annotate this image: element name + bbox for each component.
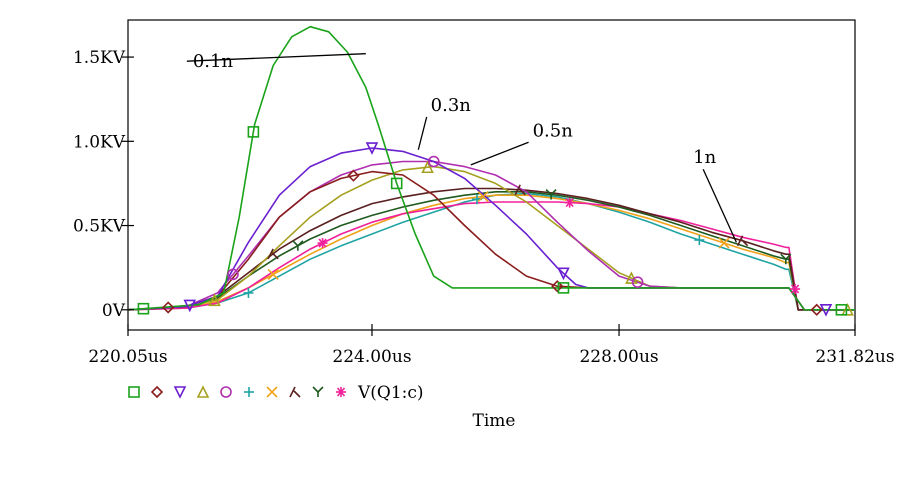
annotation-leader — [702, 168, 737, 243]
series-marker-x — [477, 190, 489, 203]
legend-marker-lambda — [289, 386, 301, 398]
series-marker-triangle-down — [819, 303, 833, 317]
x-tick-label: 231.82us — [815, 347, 894, 367]
x-tick-label: 228.00us — [579, 347, 658, 367]
y-tick-label: 1.5KV — [73, 48, 126, 68]
annotation-leader — [417, 116, 428, 150]
y-tick-label: 0.5KV — [73, 217, 126, 237]
annotation-label: 0.1n — [193, 51, 234, 72]
series-line-lambda — [127, 187, 855, 311]
series-marker-y — [292, 240, 304, 251]
legend-label: V(Q1:c) — [357, 383, 424, 403]
series-marker-y — [780, 253, 792, 265]
legend-marker-triangle-down — [173, 386, 187, 399]
series-marker-square — [247, 126, 260, 138]
plot-frame — [127, 19, 856, 331]
series-marker-x — [267, 268, 279, 280]
legend-marker-plus — [244, 387, 254, 397]
series-marker-diamond — [162, 301, 175, 314]
series-layer — [127, 25, 855, 317]
plot-border — [127, 19, 856, 331]
x-axis-title: Time — [473, 411, 516, 431]
series-line-x — [127, 194, 855, 311]
series-marker-triangle-up — [841, 302, 854, 316]
legend-marker-diamond — [150, 385, 164, 399]
legend-marker-y — [312, 386, 324, 397]
series-marker-triangle-down — [183, 299, 197, 313]
series-marker-diamond — [810, 303, 823, 316]
annotation-layer: 0.1n 0.3n 0.5n 1n — [186, 51, 737, 243]
y-tick-label: 1.0KV — [73, 132, 126, 152]
series-marker-square — [557, 282, 570, 294]
series-marker-diamond — [347, 169, 360, 182]
series-marker-asterisk — [317, 238, 328, 249]
legend: V(Q1:c) — [128, 383, 424, 403]
annotation-label: 0.3n — [431, 95, 472, 116]
series-marker-square — [390, 177, 403, 190]
series-marker-triangle-down — [365, 142, 379, 155]
annotation-label: 1n — [693, 147, 716, 168]
series-marker-asterisk — [790, 284, 801, 295]
legend-marker-x — [266, 386, 278, 398]
series-line-square — [127, 25, 855, 311]
series-marker-y — [545, 188, 557, 200]
legend-marker-square — [128, 386, 140, 398]
series-marker-plus — [243, 287, 254, 298]
series-marker-lambda — [736, 235, 749, 247]
series-marker-x — [718, 237, 730, 249]
series-marker-plus — [694, 235, 705, 246]
annotation-leader — [470, 141, 529, 166]
annotation-leader — [186, 53, 366, 62]
series-marker-circle — [427, 155, 440, 168]
series-marker-triangle-up — [208, 293, 221, 307]
series-line-plus — [127, 192, 855, 311]
y-tick-label: 0V — [102, 301, 126, 321]
series-marker-square — [835, 303, 848, 316]
series-marker-diamond — [551, 280, 564, 293]
series-marker-circle — [631, 276, 644, 288]
series-marker-triangle-down — [557, 267, 570, 281]
series-marker-triangle-up — [421, 160, 434, 174]
series-marker-lambda — [267, 248, 279, 260]
legend-marker-triangle-up — [196, 385, 210, 398]
annotation-label: 0.5n — [533, 120, 574, 141]
x-tick-label: 224.00us — [332, 347, 411, 367]
x-tick-label: 220.05us — [88, 347, 167, 367]
series-marker-circle — [227, 268, 239, 281]
axis-layer: 0V 0.5KV 1.0KV 1.5KV 220.05us 224.00us 228.00u… — [73, 48, 895, 367]
legend-marker-asterisk — [336, 387, 346, 397]
series-marker-asterisk — [564, 197, 575, 208]
legend-marker-circle — [220, 386, 232, 398]
series-marker-square — [137, 302, 150, 315]
series-marker-lambda — [514, 184, 526, 196]
